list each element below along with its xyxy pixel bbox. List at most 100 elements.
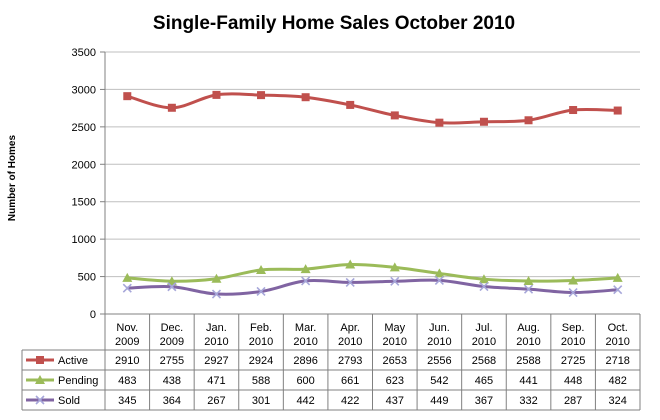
table-row-label-active: Active (58, 355, 88, 367)
x-tick-label: Apr. 2010 (338, 322, 362, 348)
data-point-pending (300, 264, 311, 274)
data-point-sold (167, 282, 177, 292)
data-point-sold (122, 283, 132, 293)
table-cell-active: 2924 (249, 355, 273, 367)
table-row-label-pending: Pending (58, 375, 98, 387)
x-tick-label: Jul. 2010 (472, 322, 496, 348)
data-point-pending (478, 274, 489, 284)
data-point-pending (523, 275, 534, 285)
data-point-pending (256, 264, 267, 274)
table-cell-sold: 287 (564, 395, 582, 407)
data-point-sold (256, 286, 266, 297)
data-point-sold (301, 276, 311, 286)
y-tick-label: 2500 (72, 122, 96, 134)
data-point-active (390, 111, 399, 120)
table-cell-sold: 364 (163, 395, 181, 407)
table-cell-sold: 324 (609, 395, 627, 407)
data-point-pending (345, 259, 356, 269)
data-point-active (212, 90, 221, 99)
table-cell-active: 2725 (561, 355, 585, 367)
gridlines (105, 51, 640, 315)
table-cell-pending: 482 (609, 375, 627, 387)
data-point-pending (568, 275, 579, 285)
table-cell-pending: 600 (296, 375, 314, 387)
table-cell-pending: 623 (386, 375, 404, 387)
data-table: Nov. 2009 Dec. 2009 Jan. 2010 Feb. 2010 Mar. 2010… (21, 52, 641, 411)
data-point-active (524, 116, 533, 125)
table-cell-pending: 438 (163, 375, 181, 387)
x-tick-label: Mar. 2010 (293, 322, 317, 348)
table-cell-active: 2556 (427, 355, 451, 367)
legend-marker-pending (35, 375, 45, 384)
data-point-active (167, 103, 176, 112)
data-point-pending (434, 268, 445, 278)
table-cell-sold: 345 (118, 395, 136, 407)
series-line-pending (127, 262, 618, 283)
table-cell-active: 2568 (472, 355, 496, 367)
y-tick-label: 1000 (72, 234, 96, 246)
table-cell-sold: 367 (475, 395, 493, 407)
y-axis-ticks: 0 500 1000 1500 2000 2500 3000 3500 (72, 47, 105, 321)
table-cell-sold: 449 (430, 395, 448, 407)
y-tick-label: 1500 (72, 197, 96, 209)
table-cell-pending: 448 (564, 375, 582, 387)
table-cell-sold: 301 (252, 395, 270, 407)
table-cell-active: 2896 (293, 355, 317, 367)
series-lines (122, 90, 623, 299)
table-cell-active: 2755 (160, 355, 184, 367)
x-tick-label: Nov. 2009 (115, 322, 139, 348)
data-point-active (346, 100, 355, 109)
table-cell-active: 2793 (338, 355, 362, 367)
table-cell-pending: 471 (207, 375, 225, 387)
data-point-pending (166, 276, 177, 286)
x-tick-label: Sep. 2010 (561, 322, 585, 348)
table-cell-pending: 588 (252, 375, 270, 387)
table-cell-pending: 465 (475, 375, 493, 387)
x-tick-label: Feb. 2010 (249, 322, 273, 348)
series-line-active (126, 92, 618, 125)
data-point-sold (211, 289, 222, 299)
data-point-sold (390, 276, 400, 286)
y-tick-label: 2000 (72, 159, 96, 171)
legend-marker-active (36, 356, 44, 364)
data-point-active (479, 117, 488, 126)
x-tick-label: Aug. 2010 (516, 322, 540, 348)
table-cell-sold: 332 (519, 395, 537, 407)
data-point-pending (211, 273, 222, 283)
table-cell-pending: 441 (519, 375, 537, 387)
data-point-active (301, 93, 310, 102)
table-cell-sold: 422 (341, 395, 359, 407)
x-tick-label: Jan. 2010 (204, 322, 228, 348)
data-point-sold (345, 277, 355, 287)
data-point-pending (612, 272, 623, 282)
data-point-sold (434, 275, 444, 285)
data-point-active (613, 106, 622, 115)
y-axis-label: Number of Homes (7, 135, 18, 222)
table-cell-active: 2927 (204, 355, 228, 367)
x-tick-label: May 2010 (383, 322, 407, 348)
y-tick-label: 3000 (72, 84, 96, 96)
table-cell-active: 2653 (383, 355, 407, 367)
table-cell-sold: 442 (296, 395, 314, 407)
y-tick-label: 3500 (72, 47, 96, 59)
x-tick-label: Oct. 2010 (605, 322, 629, 348)
data-point-active (257, 91, 266, 100)
legend-marker-sold (35, 395, 45, 405)
table-cell-sold: 437 (386, 395, 404, 407)
table-cell-sold: 267 (207, 395, 225, 407)
data-point-sold (523, 284, 534, 294)
table-cell-active: 2718 (605, 355, 629, 367)
table-cell-active: 2588 (516, 355, 540, 367)
data-point-active (123, 92, 132, 101)
x-tick-label: Jun. 2010 (427, 322, 451, 348)
table-cell-pending: 542 (430, 375, 448, 387)
data-point-sold (479, 281, 489, 292)
y-tick-label: 500 (78, 272, 96, 284)
data-point-sold (568, 287, 578, 298)
data-point-pending (389, 262, 400, 272)
table-cell-pending: 661 (341, 375, 359, 387)
table-cell-pending: 483 (118, 375, 136, 387)
table-cell-active: 2910 (115, 355, 139, 367)
data-point-active (569, 106, 578, 115)
